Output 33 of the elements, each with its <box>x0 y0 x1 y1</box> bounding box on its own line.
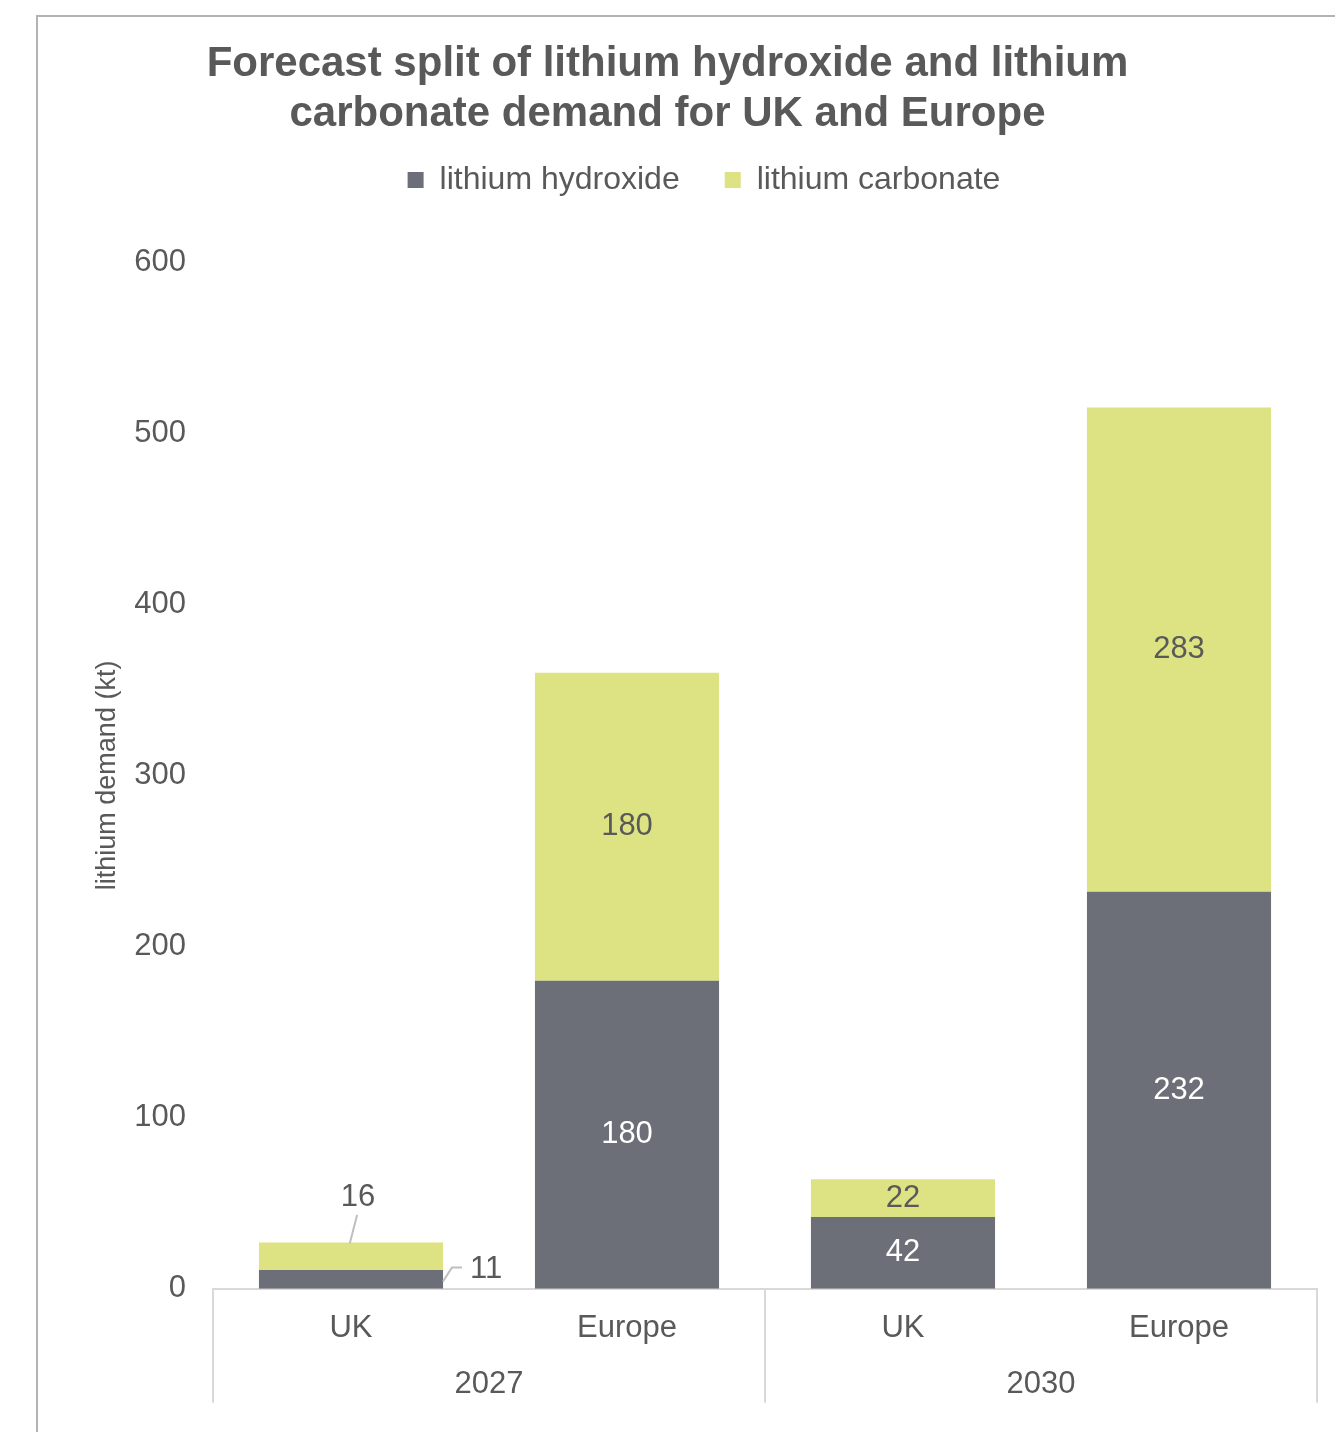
data-label: 180 <box>601 807 653 843</box>
bar <box>534 672 720 981</box>
data-label: 283 <box>1153 630 1205 666</box>
y-tick-label: 100 <box>134 1098 186 1134</box>
legend-label: lithium carbonate <box>756 159 1001 196</box>
x-tick-label: UK <box>329 1308 373 1344</box>
y-tick-label: 300 <box>134 755 186 791</box>
x-tick-label: Europe <box>577 1308 677 1344</box>
bar <box>1086 407 1272 892</box>
bar <box>258 1269 444 1289</box>
x-tick-label: UK <box>881 1308 925 1344</box>
bar <box>810 1216 996 1289</box>
data-label: 180 <box>601 1115 653 1151</box>
bar <box>810 1179 996 1217</box>
data-label: 42 <box>885 1233 921 1269</box>
bar <box>258 1242 444 1270</box>
y-tick-label: 500 <box>134 413 186 449</box>
data-label: 232 <box>1153 1070 1205 1106</box>
y-tick-label: 0 <box>168 1269 186 1305</box>
data-label: 16 <box>340 1178 376 1214</box>
data-label: 22 <box>885 1178 921 1214</box>
y-tick-label: 400 <box>134 584 186 620</box>
y-tick-label: 200 <box>134 927 186 963</box>
text: 2027 <box>454 1365 524 1401</box>
bar <box>1086 891 1272 1289</box>
chart-title: Forecast split of lithium hydroxide and lithium carbonate demand for UK and Europe <box>205 37 1130 137</box>
y-tick-label: 600 <box>134 242 186 278</box>
bar <box>534 980 720 1289</box>
text: 2030 <box>1006 1365 1076 1401</box>
y-axis-title: lithium demand (kt) <box>90 660 121 891</box>
legend-label: lithium hydroxide <box>439 159 680 196</box>
data-label: 11 <box>470 1249 503 1285</box>
x-tick-label: Europe <box>1129 1308 1229 1344</box>
